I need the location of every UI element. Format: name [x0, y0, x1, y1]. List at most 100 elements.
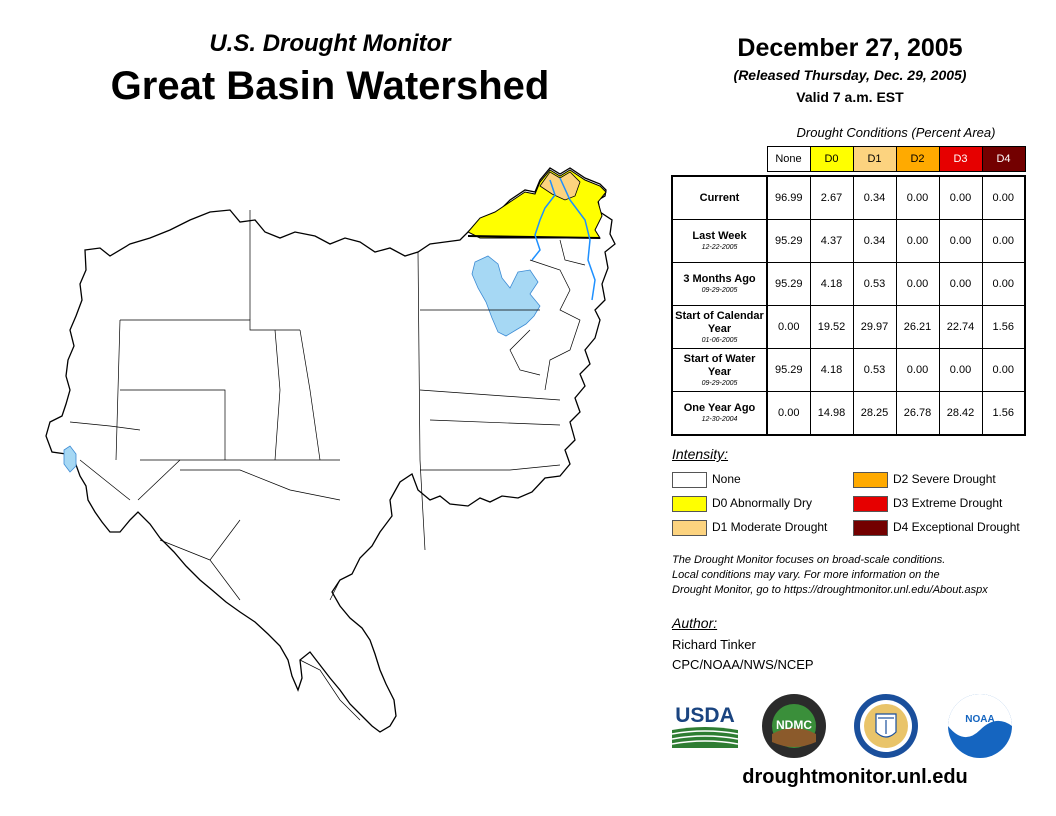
- table-cell: 0.00: [938, 348, 983, 392]
- table-cell: 0.53: [852, 262, 897, 306]
- col-d0: D0: [809, 146, 854, 172]
- table-cell: 0.34: [852, 175, 897, 220]
- col-d4: D4: [981, 146, 1026, 172]
- table-cell: 0.00: [938, 219, 983, 263]
- row-label: Last Week 12-22-2005: [671, 219, 768, 263]
- svg-text:NOAA: NOAA: [965, 714, 994, 725]
- table-cell: 96.99: [766, 175, 811, 220]
- header-blank: [672, 147, 767, 172]
- disclaimer-note: The Drought Monitor focuses on broad-sca…: [672, 553, 1052, 598]
- table-cell: 4.37: [809, 219, 854, 263]
- table-cell: 95.29: [766, 219, 811, 263]
- table-header-row: None D0 D1 D2 D3 D4: [672, 146, 1026, 172]
- table-row: Last Week 12-22-2005 95.29 4.37 0.34 0.00 0.00…: [671, 219, 1026, 263]
- table-cell: 0.00: [895, 219, 940, 263]
- legend-label: D3 Extreme Drought: [893, 496, 1003, 510]
- table-cell: 0.00: [981, 219, 1026, 263]
- table-cell: 4.18: [809, 348, 854, 392]
- author-name: Richard Tinker: [672, 637, 756, 652]
- legend-swatch: [672, 472, 707, 488]
- legend-swatch: [853, 472, 888, 488]
- table-row: 3 Months Ago 09-29-2005 95.29 4.18 0.53 0.00 0…: [671, 262, 1026, 306]
- ndmc-logo: NDMC: [762, 694, 826, 758]
- great-salt-lake: [471, 255, 541, 337]
- row-date: 12-22-2005: [701, 244, 738, 251]
- table-cell: 28.25: [852, 391, 897, 436]
- table-cell: 22.74: [938, 305, 983, 349]
- row-label: Start of Calendar Year 01-06-2005: [671, 305, 768, 349]
- table-cell: 0.00: [895, 348, 940, 392]
- website-url[interactable]: droughtmonitor.unl.edu: [742, 766, 968, 788]
- author-label: Author:: [672, 615, 718, 631]
- col-d3: D3: [938, 146, 983, 172]
- row-label: One Year Ago 12-30-2004: [671, 391, 768, 436]
- watershed-boundary: [45, 167, 616, 733]
- lake-tahoe: [63, 445, 77, 473]
- release-date: (Released Thursday, Dec. 29, 2005): [733, 67, 967, 83]
- row-label: Current: [671, 175, 768, 220]
- table-row: Start of Calendar Year 01-06-2005 0.00 19.5…: [671, 305, 1026, 349]
- table-row: Start of Water Year 09-29-2005 95.29 4.18 0.…: [671, 348, 1026, 392]
- row-label: 3 Months Ago 09-29-2005: [671, 262, 768, 306]
- usda-logo: USDA: [672, 704, 738, 748]
- table-row: Current 96.99 2.67 0.34 0.00 0.00 0.00: [671, 175, 1026, 220]
- table-cell: 0.00: [938, 262, 983, 306]
- col-none: None: [766, 146, 811, 172]
- table-cell: 1.56: [981, 391, 1026, 436]
- row-label-text: Last Week: [692, 230, 747, 242]
- map-subtitle: U.S. Drought Monitor: [209, 30, 451, 57]
- table-cell: 19.52: [809, 305, 854, 349]
- table-caption: Drought Conditions (Percent Area): [796, 125, 996, 140]
- table-cell: 95.29: [766, 348, 811, 392]
- row-label-text: Start of Calendar Year: [675, 309, 764, 335]
- noaa-logo: NOAA: [948, 694, 1012, 758]
- river-east: [559, 177, 596, 301]
- row-date: 09-29-2005: [701, 287, 738, 294]
- table-cell: 0.00: [766, 305, 811, 349]
- legend-swatch: [672, 520, 707, 536]
- table-cell: 95.29: [766, 262, 811, 306]
- note-line-3: Drought Monitor, go to https://droughtmo…: [672, 584, 988, 596]
- row-date: 12-30-2004: [701, 416, 738, 423]
- table-cell: 0.34: [852, 219, 897, 263]
- table-cell: 14.98: [809, 391, 854, 436]
- author-org: CPC/NOAA/NWS/NCEP: [672, 657, 814, 672]
- table-cell: 0.00: [766, 391, 811, 436]
- row-label-text: Start of Water Year: [683, 352, 756, 378]
- watershed-map: [45, 167, 616, 733]
- table-cell: 2.67: [809, 175, 854, 220]
- table-cell: 26.78: [895, 391, 940, 436]
- legend-label: D1 Moderate Drought: [712, 520, 828, 534]
- svg-text:USDA: USDA: [675, 704, 735, 727]
- table-cell: 0.00: [981, 175, 1026, 220]
- d1-area: [539, 171, 581, 201]
- table-body: Current 96.99 2.67 0.34 0.00 0.00 0.00 Last Wee…: [671, 175, 1026, 436]
- row-label-text: Current: [699, 191, 740, 204]
- bear-river: [531, 179, 556, 261]
- svg-text:NDMC: NDMC: [776, 718, 812, 732]
- table-row: One Year Ago 12-30-2004 0.00 14.98 28.25 26.7…: [671, 391, 1026, 436]
- note-line-1: The Drought Monitor focuses on broad-sca…: [672, 554, 946, 566]
- table-cell: 4.18: [809, 262, 854, 306]
- row-label: Start of Water Year 09-29-2005: [671, 348, 768, 392]
- legend-label: D4 Exceptional Drought: [893, 520, 1020, 534]
- legend-label: None: [712, 472, 741, 486]
- state-boundary-north: [467, 235, 601, 239]
- row-label-text: 3 Months Ago: [683, 273, 756, 285]
- table-cell: 1.56: [981, 305, 1026, 349]
- valid-time: Valid 7 a.m. EST: [796, 89, 904, 105]
- legend-swatch: [853, 496, 888, 512]
- legend-title: Intensity:: [672, 446, 729, 462]
- table-cell: 0.53: [852, 348, 897, 392]
- row-label-text: One Year Ago: [683, 402, 756, 414]
- table-cell: 0.00: [981, 262, 1026, 306]
- table-cell: 0.00: [938, 175, 983, 220]
- map-title: Great Basin Watershed: [110, 64, 550, 108]
- table-cell: 29.97: [852, 305, 897, 349]
- drought-conditions-table: None D0 D1 D2 D3 D4 Current 96.99 2.67 0.34…: [671, 146, 1026, 436]
- note-line-2: Local conditions may vary. For more info…: [672, 569, 940, 581]
- county-lines: [69, 210, 586, 721]
- table-cell: 0.00: [895, 262, 940, 306]
- table-cell: 0.00: [981, 348, 1026, 392]
- col-d1: D1: [852, 146, 897, 172]
